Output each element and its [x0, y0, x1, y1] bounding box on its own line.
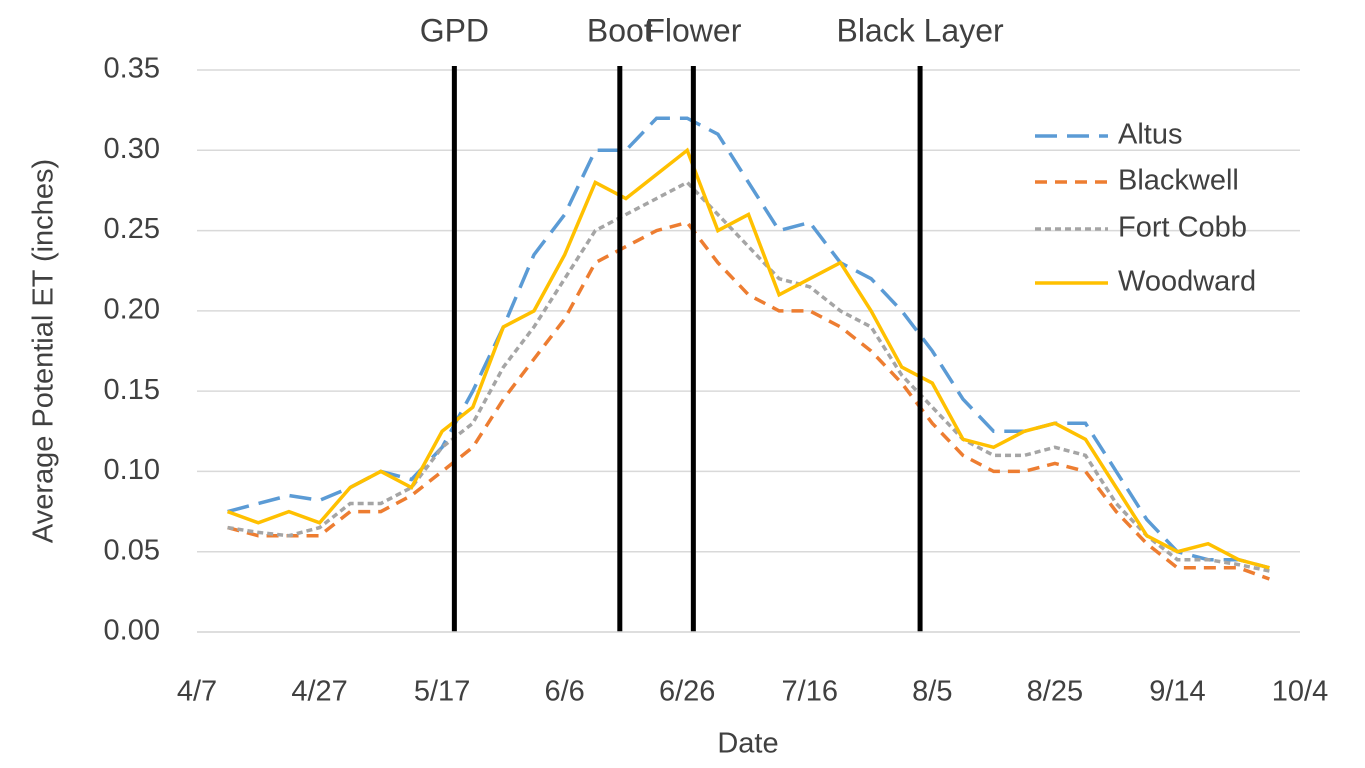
- legend-label: Altus: [1118, 119, 1182, 151]
- x-tick-label: 6/6: [545, 676, 585, 708]
- series-line: [227, 220, 1270, 581]
- x-tick-label: 9/14: [1149, 676, 1205, 708]
- x-tick-label: 8/5: [912, 676, 952, 708]
- x-tick-label: 4/7: [177, 676, 217, 708]
- x-tick-label: 4/27: [291, 676, 347, 708]
- x-tick-label: 6/26: [659, 676, 715, 708]
- phase-label: Black Layer: [836, 12, 1004, 48]
- y-tick-label: 0.05: [104, 534, 160, 566]
- legend-label: Woodward: [1118, 266, 1256, 298]
- y-tick-label: 0.25: [104, 213, 160, 245]
- phase-label: Boot: [587, 12, 653, 48]
- y-tick-label: 0.30: [104, 133, 160, 165]
- x-axis-title: Date: [717, 728, 778, 760]
- y-tick-label: 0.20: [104, 294, 160, 326]
- series-line: [227, 147, 1270, 570]
- phase-label: GPD: [420, 12, 489, 48]
- y-tick-label: 0.00: [104, 615, 160, 647]
- phase-label: Flower: [645, 12, 741, 48]
- legend-label: Blackwell: [1118, 165, 1239, 197]
- y-tick-label: 0.10: [104, 454, 160, 486]
- x-tick-label: 8/25: [1027, 676, 1083, 708]
- y-tick-label: 0.15: [104, 374, 160, 406]
- x-tick-label: 7/16: [782, 676, 838, 708]
- y-tick-label: 0.35: [104, 53, 160, 85]
- x-tick-label: 10/4: [1272, 676, 1328, 708]
- x-tick-label: 5/17: [414, 676, 470, 708]
- series-line: [227, 116, 1270, 570]
- legend-label: Fort Cobb: [1118, 212, 1247, 244]
- y-axis-title: Average Potential ET (inches): [28, 159, 60, 543]
- series-line: [227, 180, 1270, 573]
